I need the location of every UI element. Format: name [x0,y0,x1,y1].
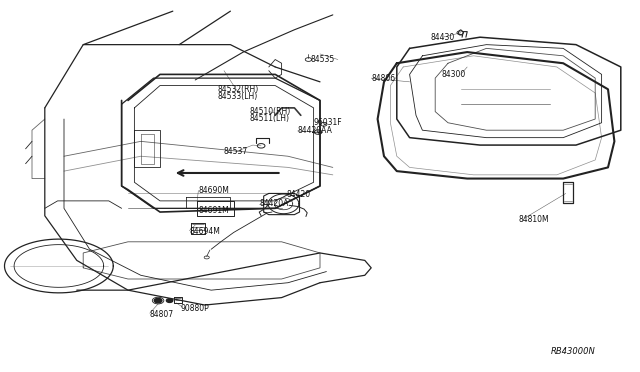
Text: 84511(LH): 84511(LH) [250,114,290,123]
Circle shape [154,298,162,303]
Text: 84420A: 84420A [259,199,289,208]
Text: 84537: 84537 [224,147,248,156]
Text: 84420: 84420 [287,190,311,199]
Text: RB43000N: RB43000N [550,347,595,356]
Circle shape [166,299,173,302]
Text: 84810M: 84810M [518,215,549,224]
Text: 84807: 84807 [150,310,174,319]
Text: 96031F: 96031F [314,118,342,126]
Text: 84533(LH): 84533(LH) [218,92,258,101]
Text: 90880P: 90880P [180,304,209,312]
Text: 84535: 84535 [310,55,335,64]
Text: 84532(RH): 84532(RH) [218,85,259,94]
Text: 84430: 84430 [430,33,454,42]
Text: 84690M: 84690M [198,186,229,195]
Text: 84300: 84300 [442,70,466,79]
Text: 84694M: 84694M [189,227,220,236]
Text: 84510(RH): 84510(RH) [250,107,291,116]
Text: 84806: 84806 [371,74,396,83]
Text: 84420AA: 84420AA [298,126,332,135]
Text: 84691M: 84691M [198,206,229,215]
